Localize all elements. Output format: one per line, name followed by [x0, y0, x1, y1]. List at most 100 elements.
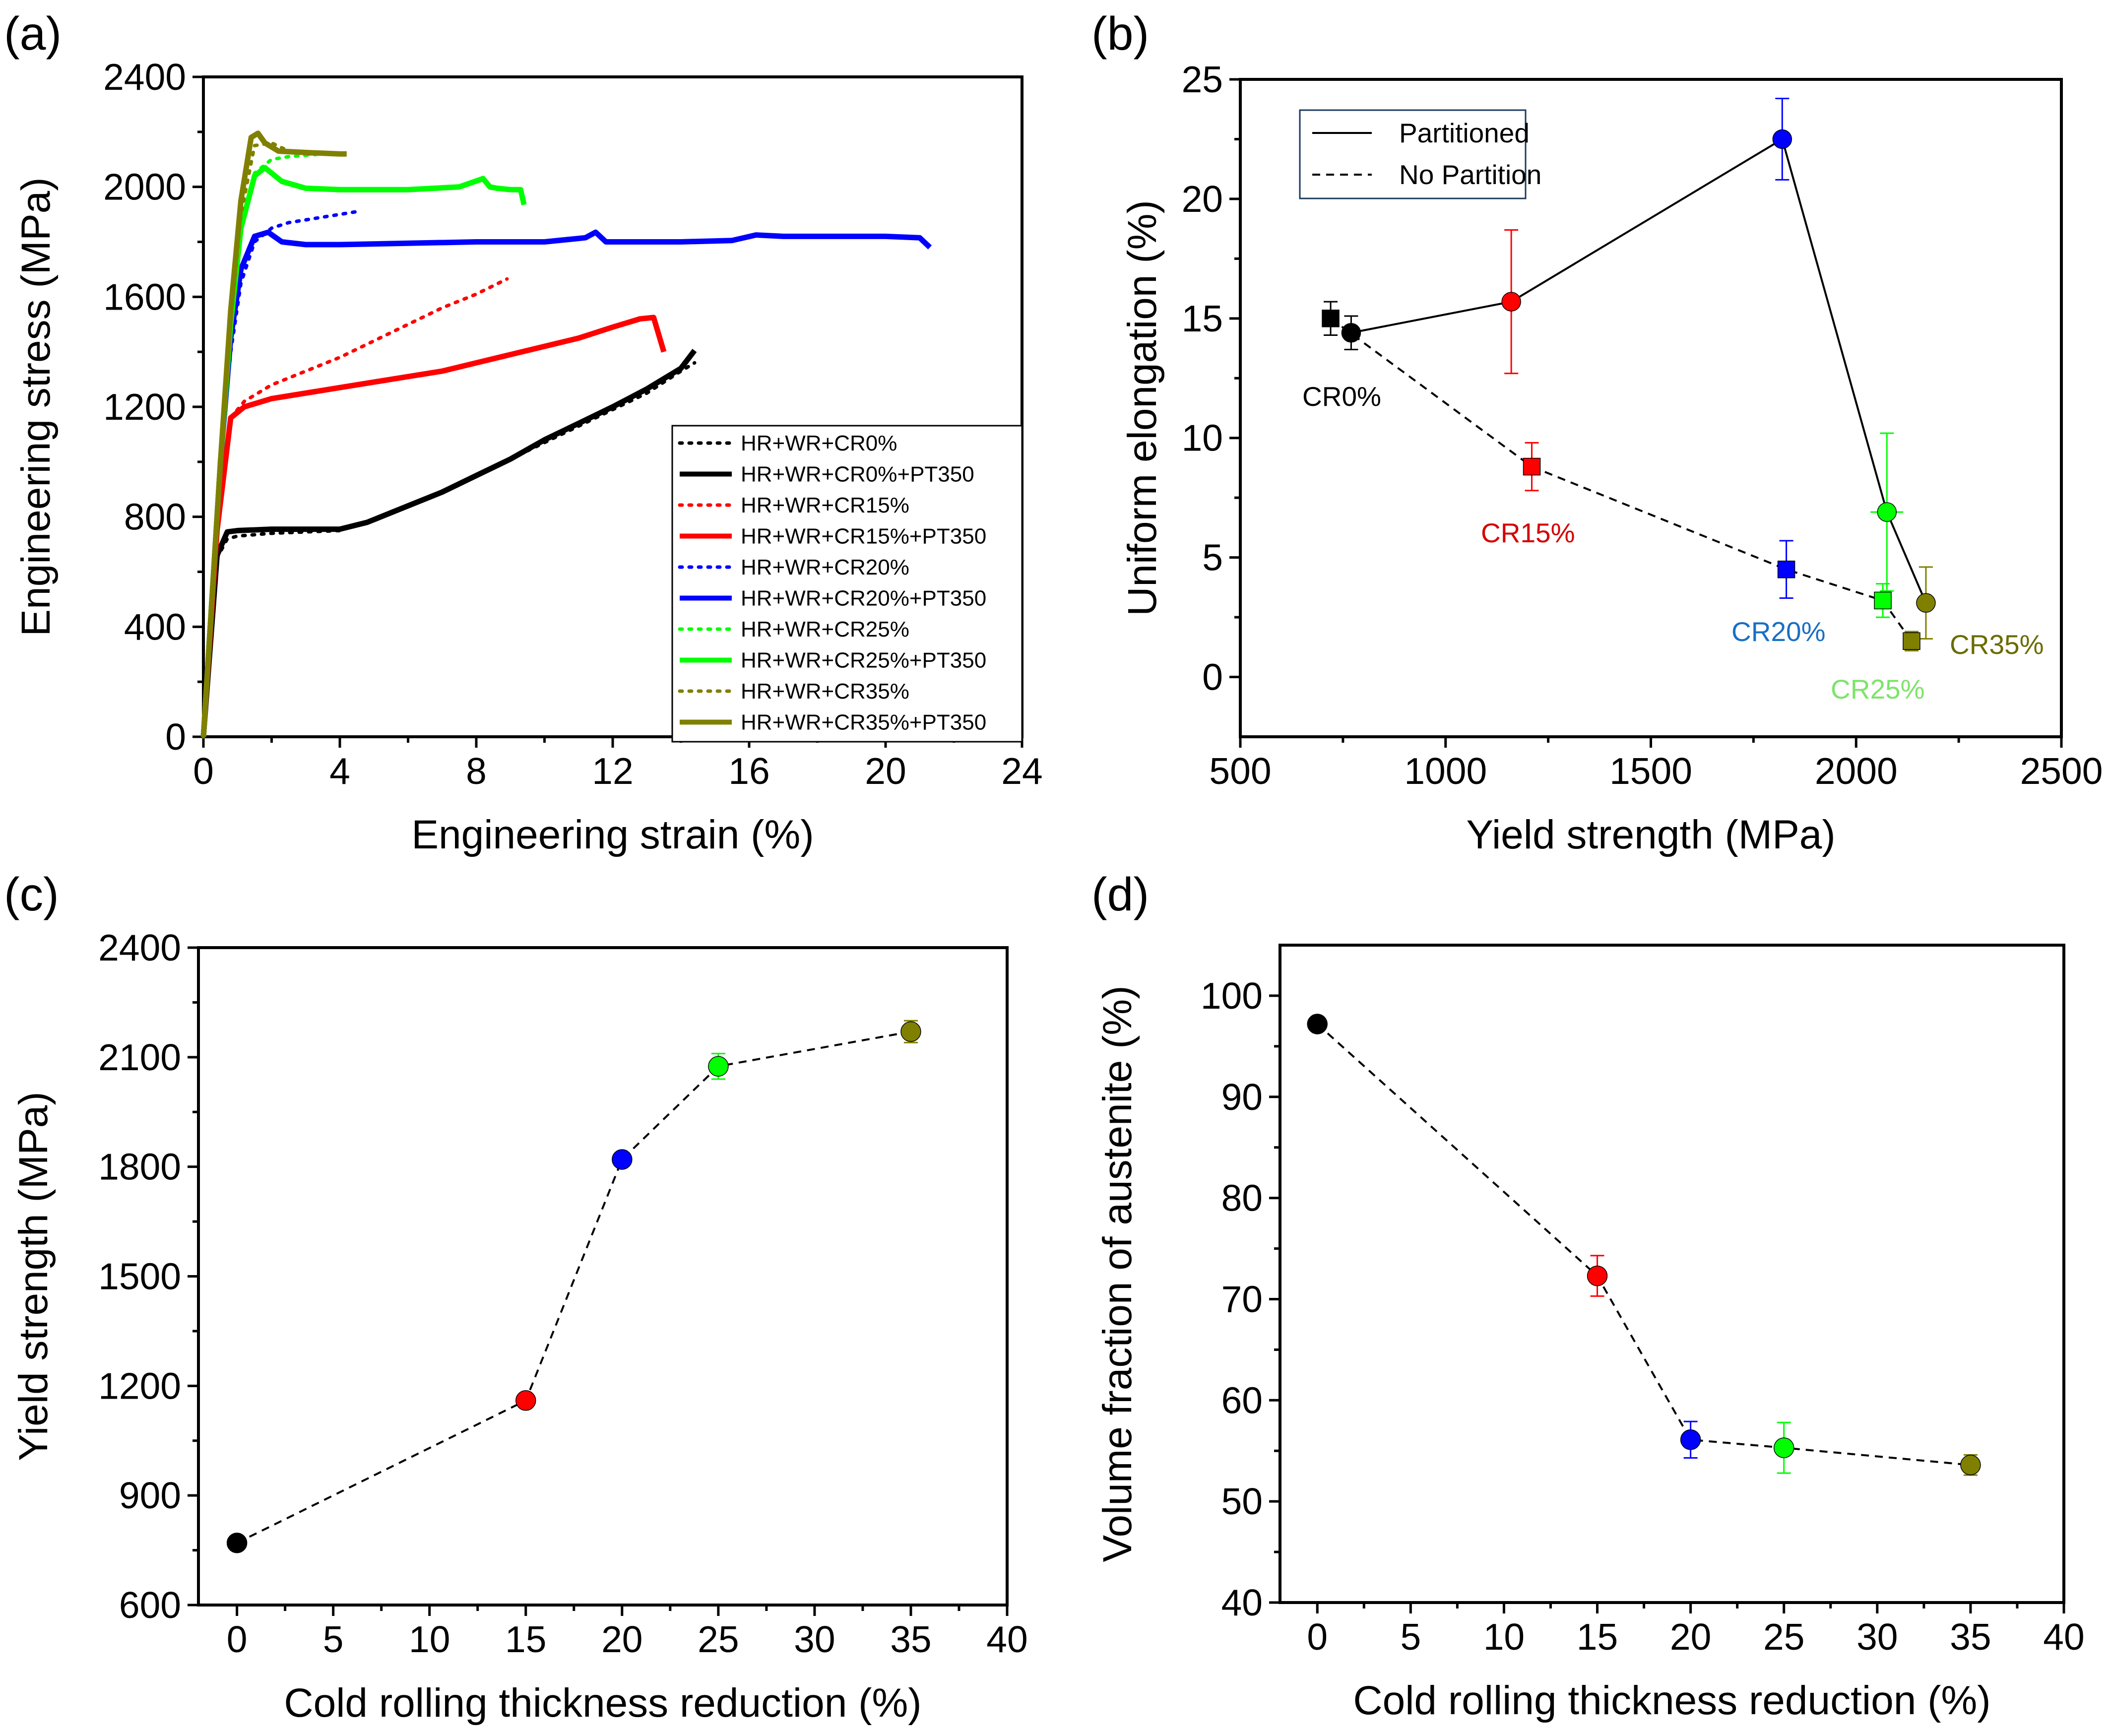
- legend-label: HR+WR+CR15%+PT350: [741, 524, 986, 549]
- y-tick-label: 2400: [103, 56, 186, 98]
- x-tick-label: 0: [193, 750, 214, 792]
- x-tick-label: 2000: [1815, 750, 1898, 792]
- data-point-circle: [1341, 322, 1361, 343]
- data-point: [1587, 1265, 1608, 1286]
- x-tick-label: 15: [1577, 1616, 1618, 1658]
- data-point: [900, 1021, 921, 1042]
- panel-label-a: (a): [4, 7, 62, 60]
- y-tick-label: 80: [1221, 1177, 1263, 1219]
- y-axis-title: Engineering stress (MPa): [13, 177, 59, 636]
- legend-label: HR+WR+CR0%: [741, 431, 897, 455]
- x-tick-label: 5: [323, 1618, 344, 1660]
- data-point: [1307, 1014, 1328, 1034]
- data-point-square: [1874, 591, 1892, 610]
- series-line: [1316, 1023, 1971, 1466]
- series-line: [1351, 137, 1927, 603]
- y-axis-title: Uniform elongation (%): [1120, 200, 1165, 616]
- series-line: [200, 165, 527, 737]
- data-point-circle: [1772, 129, 1792, 149]
- y-tick-label: 70: [1221, 1278, 1263, 1320]
- y-tick-label: 900: [119, 1475, 181, 1516]
- series-line: [200, 229, 932, 737]
- x-tick-label: 4: [329, 750, 350, 792]
- legend-label: HR+WR+CR35%: [741, 679, 909, 704]
- y-tick-label: 50: [1221, 1480, 1263, 1522]
- x-tick-label: 8: [466, 750, 487, 792]
- y-tick-label: 2100: [98, 1036, 181, 1078]
- x-tick-label: 2500: [2020, 750, 2103, 792]
- series-line: [1330, 318, 1913, 642]
- x-tick-label: 20: [601, 1618, 642, 1660]
- x-tick-label: 5: [1400, 1616, 1421, 1658]
- y-axis-title: Volume fraction of austenite (%): [1095, 985, 1140, 1562]
- y-tick-label: 60: [1221, 1379, 1263, 1421]
- x-tick-label: 1000: [1404, 750, 1487, 792]
- series-line: [200, 315, 667, 737]
- x-axis-title: Cold rolling thickness reduction (%): [1353, 1678, 1990, 1723]
- panel-label-d: (d): [1091, 868, 1149, 921]
- x-tick-label: 12: [592, 750, 633, 792]
- panel-label-b: (b): [1091, 7, 1149, 60]
- y-axis-title: Yield strength (MPa): [11, 1092, 56, 1461]
- legend-box: [1299, 109, 1527, 199]
- x-tick-label: 24: [1001, 750, 1042, 792]
- series-line: [200, 130, 347, 737]
- plot-frame: [197, 946, 1009, 1607]
- data-label: CR15%: [1481, 517, 1575, 548]
- data-point-square: [1322, 310, 1340, 327]
- y-tick-label: 2400: [98, 927, 181, 968]
- legend-box: [671, 425, 1023, 743]
- y-tick-label: 1500: [98, 1256, 181, 1297]
- data-point-circle: [1501, 292, 1521, 312]
- series-line: [200, 349, 697, 737]
- panel-a-stress-strain: 0 4 8 12 16 20 24 0 400 800 1200 1600 2000 2400 Engine…: [13, 56, 1043, 857]
- data-label: CR20%: [1731, 616, 1826, 647]
- x-tick-label: 10: [1483, 1616, 1525, 1658]
- y-tick-label: 90: [1221, 1076, 1263, 1118]
- x-tick-label: 35: [890, 1618, 931, 1660]
- x-tick-label: 0: [227, 1618, 248, 1660]
- data-point: [1680, 1429, 1701, 1450]
- x-axis-title: Cold rolling thickness reduction (%): [284, 1680, 921, 1726]
- legend-label: HR+WR+CR25%+PT350: [741, 648, 986, 673]
- data-point-square: [1903, 632, 1920, 650]
- data-point: [1960, 1455, 1981, 1476]
- y-tick-label: 800: [124, 496, 186, 538]
- x-axis-title: Yield strength (MPa): [1466, 812, 1835, 857]
- x-tick-label: 25: [698, 1618, 739, 1660]
- panel-label-c: (c): [4, 868, 59, 921]
- legend-label: HR+WR+CR35%+PT350: [741, 710, 986, 735]
- panel-d-austenite-vs-reduction: 0 5 10 15 20 25 30 35 40 40 50 60 70 80 90 100 Cold roll…: [1095, 944, 2085, 1723]
- x-tick-label: 15: [505, 1618, 546, 1660]
- legend-label: Partitioned: [1399, 118, 1530, 148]
- x-tick-label: 20: [865, 750, 906, 792]
- y-tick-label: 0: [1202, 656, 1223, 698]
- y-tick-label: 25: [1182, 59, 1223, 100]
- data-point: [1773, 1437, 1794, 1458]
- data-point: [226, 1533, 248, 1553]
- series-line: [236, 1030, 911, 1544]
- y-tick-label: 1800: [98, 1146, 181, 1188]
- data-point-circle: [1877, 502, 1897, 522]
- x-tick-label: 20: [1670, 1616, 1711, 1658]
- data-point: [612, 1149, 633, 1170]
- x-tick-label: 25: [1763, 1616, 1804, 1658]
- y-tick-label: 20: [1182, 178, 1223, 220]
- y-tick-label: 100: [1201, 975, 1263, 1017]
- plot-frame: [1279, 944, 2065, 1604]
- y-tick-label: 1600: [103, 276, 186, 318]
- data-label: CR35%: [1950, 629, 2044, 660]
- y-tick-label: 10: [1182, 417, 1223, 459]
- legend-label: HR+WR+CR20%: [741, 555, 909, 579]
- x-tick-label: 40: [986, 1618, 1027, 1660]
- data-point-square: [1777, 560, 1795, 579]
- data-point-square: [1523, 457, 1541, 476]
- series-line: [201, 361, 697, 739]
- x-tick-label: 500: [1209, 750, 1271, 792]
- legend-label: HR+WR+CR25%: [741, 617, 909, 642]
- x-tick-label: 40: [2043, 1616, 2084, 1658]
- x-tick-label: 16: [728, 750, 769, 792]
- data-label: CR0%: [1302, 381, 1381, 412]
- panel-c-yield-vs-reduction: 0 5 10 15 20 25 30 35 40 600 900 1200 1500 1800 2100 24…: [11, 927, 1028, 1726]
